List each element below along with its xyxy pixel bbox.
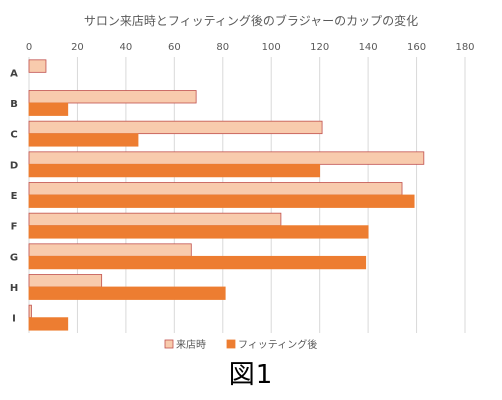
- bar-B-series-1: [28, 102, 69, 116]
- bar-H-series-0: [28, 274, 103, 288]
- bar-F-series-1: [28, 225, 369, 239]
- bar-H-series-1: [28, 286, 226, 300]
- legend: 来店時 フィッティング後: [164, 338, 317, 351]
- legend-label-1: フィッティング後: [238, 338, 317, 351]
- bar-E-series-1: [28, 194, 415, 208]
- x-tick-label-100: 100: [262, 42, 281, 53]
- legend-label-0: 来店時: [176, 338, 206, 351]
- category-label-F: F: [11, 222, 18, 233]
- category-label-E: E: [11, 191, 18, 202]
- bar-D-series-1: [28, 163, 321, 178]
- x-tick-labels: 0 20 40 60 80 100 120 140 160 180: [26, 42, 475, 53]
- x-tick-label-180: 180: [455, 42, 474, 53]
- x-tick-label-20: 20: [71, 42, 84, 53]
- bar-A-series-0: [28, 59, 47, 73]
- category-label-B: B: [10, 99, 18, 110]
- bar-G-series-1: [28, 255, 367, 270]
- bar-F-series-0: [28, 212, 282, 227]
- category-label-D: D: [10, 160, 18, 171]
- category-label-H: H: [10, 283, 18, 294]
- category-label-A: A: [10, 68, 18, 79]
- legend-swatch-1: [226, 339, 236, 349]
- bar-C-series-0: [28, 120, 323, 135]
- bars: [28, 59, 425, 331]
- category-label-C: C: [10, 130, 17, 141]
- bar-D-series-0: [28, 151, 425, 165]
- x-tick-label-80: 80: [216, 42, 229, 53]
- bar-C-series-1: [28, 133, 139, 147]
- x-tick-label-40: 40: [120, 42, 133, 53]
- x-tick-label-60: 60: [168, 42, 181, 53]
- bar-I-series-1: [28, 317, 69, 331]
- bar-I-series-0: [28, 304, 32, 319]
- bar-G-series-0: [28, 243, 192, 257]
- x-tick-label-160: 160: [407, 42, 426, 53]
- x-tick-label-0: 0: [26, 42, 32, 53]
- category-label-G: G: [10, 252, 18, 263]
- x-tick-label-140: 140: [359, 42, 378, 53]
- category-label-I: I: [12, 314, 16, 325]
- bar-B-series-0: [28, 90, 197, 104]
- bar-E-series-0: [28, 182, 403, 196]
- figure-caption: 図1: [228, 360, 274, 390]
- chart-title: サロン来店時とフィッティング後のブラジャーのカップの変化: [83, 14, 419, 28]
- x-tick-label-120: 120: [310, 42, 329, 53]
- category-labels: A B C D E F G H I: [10, 68, 18, 324]
- legend-swatch-0: [164, 339, 174, 349]
